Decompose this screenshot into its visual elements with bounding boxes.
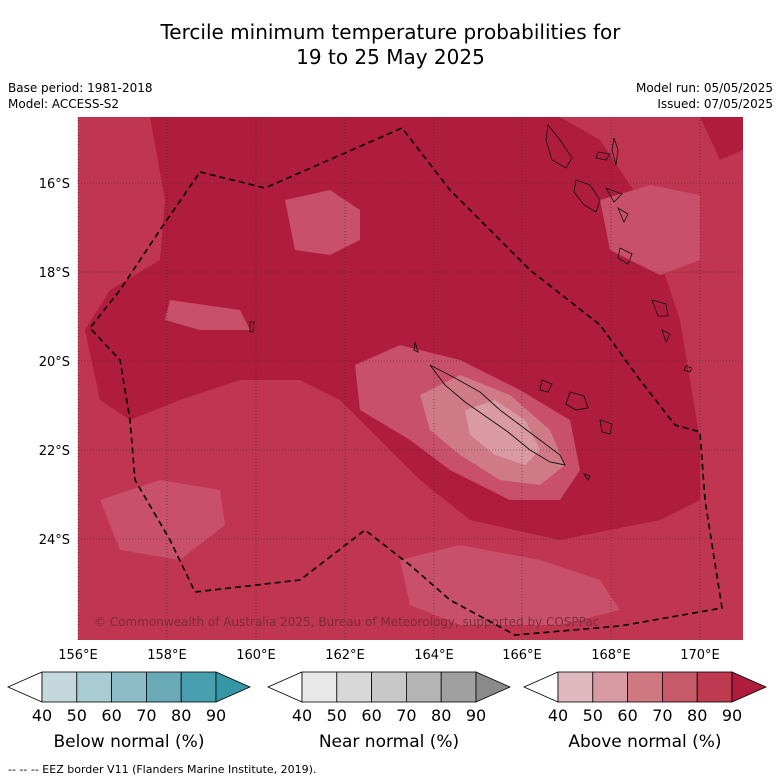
lon-tick-label: 160°E [236,648,276,663]
vanuatu-islands [545,124,693,373]
lat-tick-label: 22°S [39,444,70,459]
field-zone-70-south [400,545,620,625]
colorbar-label: Below normal (%) [54,732,205,752]
colorbar-over-triangle [475,671,511,703]
map-field: © Commonwealth of Australia 2025, Bureau… [78,117,743,640]
colorbar-segment [301,671,338,703]
colorbar-segment [592,671,628,703]
lon-tick-label: 164°E [414,648,454,663]
colorbar-tick-label: 40 [32,706,52,725]
colorbar-tick-label: 80 [687,706,707,725]
field-zone-70-sw [100,480,225,560]
lon-tick-label: 168°E [591,648,631,663]
colorbar-2: 40 50 60 70 80 90 Near normal (%) [267,671,511,752]
colorbar-segment [557,671,594,703]
colorbar-under-triangle [267,671,303,703]
field-zone-70-east [600,185,700,275]
colorbar-over-triangle [215,671,251,703]
lon-tick-label: 162°E [325,648,365,663]
lat-tick-label: 24°S [39,533,70,548]
colorbar-segment [662,671,698,703]
colorbar-tick-label: 40 [548,706,568,725]
colorbar-segment [336,671,372,703]
lon-tick-label: 158°E [147,648,187,663]
colorbar-tick-label: 40 [292,706,312,725]
colorbar-tick-label: 90 [466,706,486,725]
colorbar-segment [371,671,407,703]
colorbar-segment [440,671,477,703]
field-zone-50-nc [465,400,540,465]
model-run: Model run: 05/05/2025 [635,81,773,95]
colorbar-under-triangle [7,671,43,703]
colorbar-tick-label: 70 [396,706,416,725]
map-gridlines [77,117,743,640]
meta-left: Base period: 1981-2018 Model: ACCESS-S2 [8,80,153,112]
colorbar-tick-label: 60 [101,706,121,725]
lon-tick-labels: 156°E 158°E 160°E 162°E 164°E 166°E 168°E 170°E [58,648,720,663]
colorbar-segment [405,671,442,703]
lat-tick-label: 18°S [39,266,70,281]
colorbar-tick-label: 80 [171,706,191,725]
colorbar-label: Above normal (%) [568,732,721,752]
base-period: Base period: 1981-2018 [8,81,153,95]
colorbar-segment [627,671,663,703]
lon-tick-label: 166°E [502,648,542,663]
colorbar-tick-label: 70 [652,706,672,725]
title-line-1: Tercile minimum temperature probabilitie… [160,20,621,44]
meta-right: Model run: 05/05/2025 Issued: 07/05/2025 [636,80,773,112]
title-line-2: 19 to 25 May 2025 [296,45,485,69]
chart-title: Tercile minimum temperature probabilitie… [0,20,781,70]
colorbar-segment [145,671,182,703]
eez-footnote: -- -- -- EEZ border V11 (Flanders Marine… [8,763,317,776]
model-name: Model: ACCESS-S2 [8,97,120,111]
new-caledonia [413,341,613,481]
colorbar-label: Near normal (%) [319,732,459,752]
lon-tick-label: 156°E [58,648,98,663]
colorbar-tick-label: 70 [136,706,156,725]
colorbar-segment [41,671,78,703]
lat-tick-label: 16°S [39,177,70,192]
map-copyright: © Commonwealth of Australia 2025, Bureau… [94,615,599,629]
colorbar-tick-label: 50 [583,706,603,725]
eez-border [88,127,723,636]
field-zone-70-north [285,190,360,255]
colorbar-segment [111,671,147,703]
colorbar-segment [180,671,217,703]
colorbar-segment [76,671,113,703]
field-zone-90-east [700,117,743,160]
lon-tick-label: 170°E [680,648,720,663]
field-zone-70-west [165,300,250,330]
colorbar-tick-label: 60 [361,706,381,725]
colorbar-tick-label: 50 [327,706,347,725]
colorbar-under-triangle [523,671,559,703]
colorbar-over-triangle [731,671,767,703]
lat-tick-label: 20°S [39,355,70,370]
colorbar-tick-label: 80 [431,706,451,725]
colorbar-tick-label: 60 [617,706,637,725]
small-island-west [249,321,255,333]
colorbar-tick-label: 90 [206,706,226,725]
colorbar-tick-label: 90 [722,706,742,725]
lat-tick-labels: 16°S 18°S 20°S 22°S 24°S [39,177,70,548]
issued-date: Issued: 07/05/2025 [657,97,773,111]
colorbar-segment [696,671,733,703]
colorbar-tick-label: 50 [67,706,87,725]
